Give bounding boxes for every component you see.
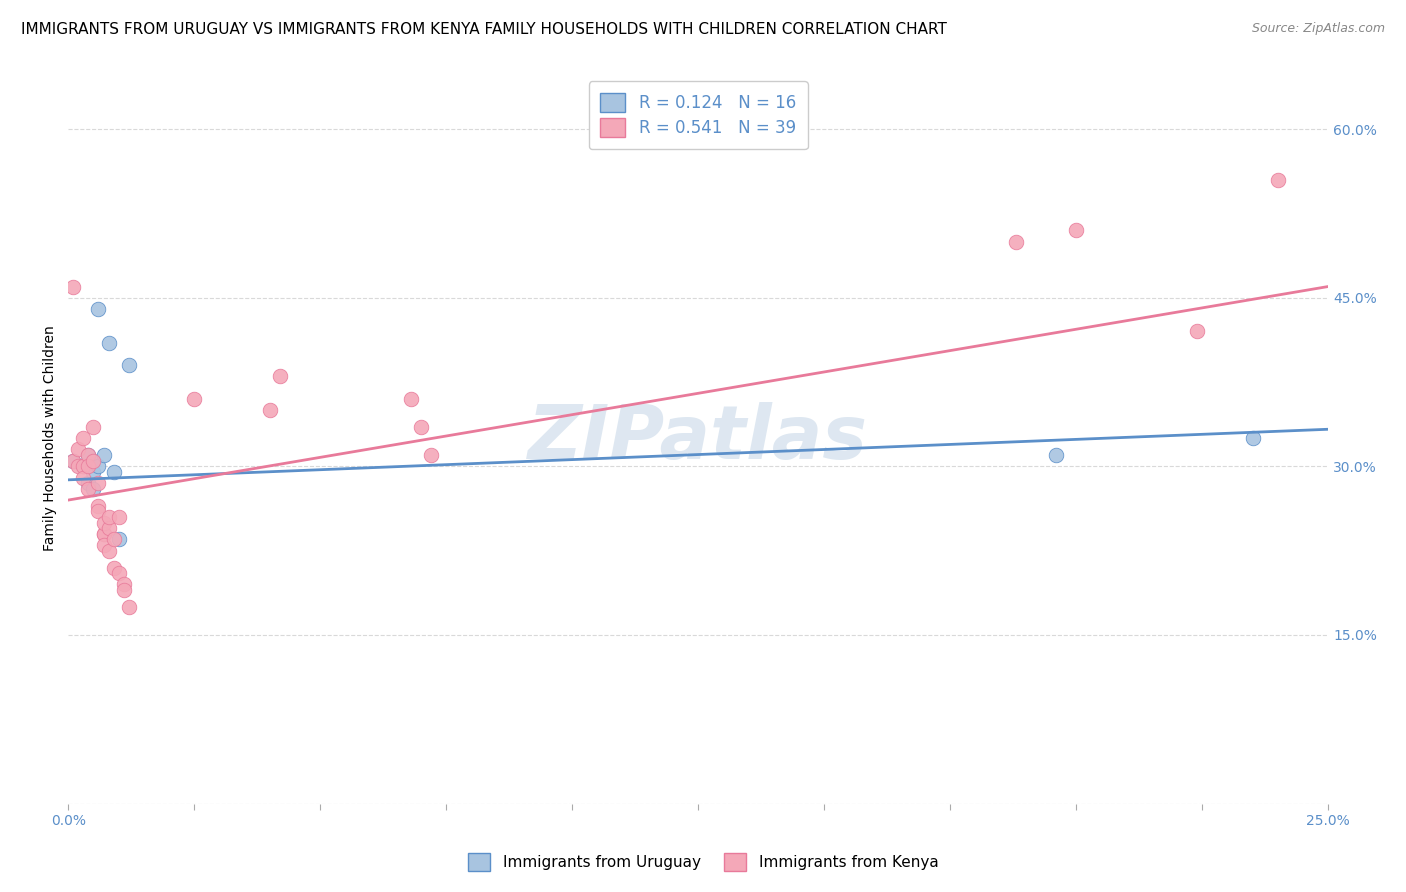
Point xyxy=(72,459,94,474)
Point xyxy=(82,482,104,496)
Point xyxy=(259,403,281,417)
Point xyxy=(112,582,135,597)
Point xyxy=(1004,235,1026,249)
Point xyxy=(1185,325,1208,339)
Point xyxy=(107,510,129,524)
Y-axis label: Family Households with Children: Family Households with Children xyxy=(44,326,58,551)
Point xyxy=(67,442,90,457)
Point xyxy=(97,510,120,524)
Point xyxy=(77,476,100,491)
Point xyxy=(87,499,110,513)
Point xyxy=(87,476,110,491)
Point xyxy=(77,448,100,462)
Point xyxy=(1064,223,1087,237)
Point xyxy=(82,420,104,434)
Point xyxy=(93,538,115,552)
Point xyxy=(77,448,100,462)
Text: IMMIGRANTS FROM URUGUAY VS IMMIGRANTS FROM KENYA FAMILY HOUSEHOLDS WITH CHILDREN: IMMIGRANTS FROM URUGUAY VS IMMIGRANTS FR… xyxy=(21,22,948,37)
Point xyxy=(72,459,94,474)
Legend: Immigrants from Uruguay, Immigrants from Kenya: Immigrants from Uruguay, Immigrants from… xyxy=(458,844,948,880)
Point xyxy=(97,335,120,350)
Point xyxy=(72,470,94,484)
Point xyxy=(82,465,104,479)
Point xyxy=(87,459,110,474)
Point xyxy=(107,566,129,581)
Point xyxy=(103,465,125,479)
Point xyxy=(62,279,84,293)
Point xyxy=(183,392,205,406)
Point xyxy=(72,431,94,445)
Point xyxy=(93,526,115,541)
Point xyxy=(1241,431,1264,445)
Text: Source: ZipAtlas.com: Source: ZipAtlas.com xyxy=(1251,22,1385,36)
Point xyxy=(1267,173,1289,187)
Point xyxy=(77,459,100,474)
Point xyxy=(82,454,104,468)
Point xyxy=(93,448,115,462)
Point xyxy=(107,533,129,547)
Legend: R = 0.124   N = 16, R = 0.541   N = 39: R = 0.124 N = 16, R = 0.541 N = 39 xyxy=(589,81,807,149)
Point xyxy=(62,454,84,468)
Point xyxy=(97,543,120,558)
Point xyxy=(1045,448,1067,462)
Point xyxy=(103,560,125,574)
Point xyxy=(87,504,110,518)
Point xyxy=(77,482,100,496)
Point xyxy=(269,369,291,384)
Point xyxy=(93,516,115,530)
Point xyxy=(118,358,141,372)
Point xyxy=(62,454,84,468)
Text: ZIPatlas: ZIPatlas xyxy=(529,401,869,475)
Point xyxy=(112,577,135,591)
Point xyxy=(118,599,141,614)
Point xyxy=(82,454,104,468)
Point xyxy=(97,521,120,535)
Point xyxy=(67,459,90,474)
Point xyxy=(93,526,115,541)
Point xyxy=(87,301,110,316)
Point xyxy=(409,420,432,434)
Point xyxy=(103,533,125,547)
Point xyxy=(399,392,422,406)
Point xyxy=(420,448,443,462)
